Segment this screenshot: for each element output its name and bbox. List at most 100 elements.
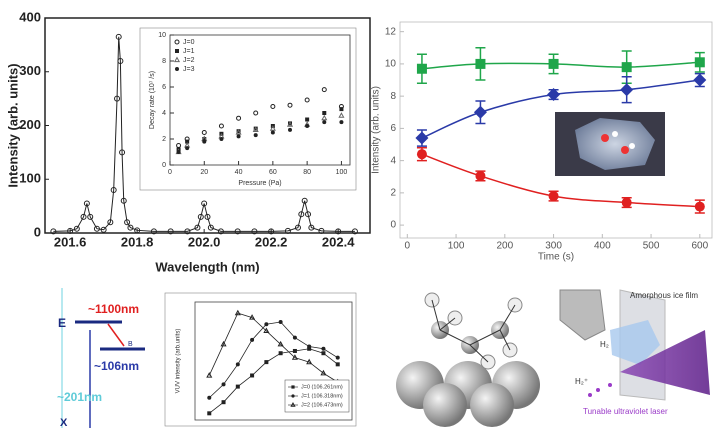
marker xyxy=(150,228,157,235)
marker xyxy=(694,201,705,212)
x-axis-label: Wavelength (nm) xyxy=(155,259,259,274)
marker xyxy=(234,228,241,235)
y-tick-label: 10 xyxy=(385,59,397,70)
level-label: B xyxy=(128,341,133,348)
plot-frame xyxy=(399,21,713,239)
marker xyxy=(278,351,283,356)
plot-frame xyxy=(194,301,353,421)
marker xyxy=(305,117,310,122)
y-axis-label: Intensity (arb. units) xyxy=(5,63,20,187)
marker xyxy=(117,58,124,64)
plot-frame xyxy=(169,34,351,166)
x-tick-label: 201.8 xyxy=(121,234,154,249)
marker xyxy=(194,224,201,231)
marker xyxy=(339,107,344,112)
x-tick-label: 60 xyxy=(269,169,277,176)
marker xyxy=(269,125,276,131)
marker xyxy=(307,344,312,349)
marker xyxy=(263,327,270,334)
marker xyxy=(277,340,284,347)
marker xyxy=(620,83,634,97)
x-tick-label: 202.4 xyxy=(322,234,355,249)
legend-label: J=2 (106.473nm) xyxy=(301,402,343,408)
x-tick-label: 200 xyxy=(496,241,513,252)
y-tick-label: 0 xyxy=(390,220,396,231)
x-tick-label: 0 xyxy=(405,241,411,252)
y-axis-label: VUV intensity (arb.units) xyxy=(176,329,182,394)
marker xyxy=(173,56,181,63)
transition-label: ~106nm xyxy=(94,359,139,373)
marker xyxy=(475,58,486,69)
marker xyxy=(204,213,211,220)
y-tick-label: 100 xyxy=(19,171,41,186)
marker xyxy=(264,360,269,365)
marker xyxy=(278,320,283,325)
marker xyxy=(201,130,207,135)
level-label: X xyxy=(60,417,68,428)
marker xyxy=(250,337,255,342)
y-tick-label: 2 xyxy=(162,136,166,143)
legend-label: J=0 xyxy=(183,39,195,46)
molecule-illustration xyxy=(396,292,540,427)
legend-label: J=2 xyxy=(183,57,195,64)
y-tick-label: 200 xyxy=(19,117,41,132)
marker xyxy=(115,33,122,40)
y-tick-label: 0 xyxy=(162,162,166,169)
marker xyxy=(473,105,487,119)
marker xyxy=(291,385,295,389)
marker xyxy=(176,150,181,154)
setup-label: H₂ xyxy=(600,340,609,349)
y-tick-label: 300 xyxy=(19,63,41,78)
marker xyxy=(252,126,259,132)
marker xyxy=(291,354,298,360)
line xyxy=(208,321,338,399)
marker xyxy=(217,228,224,235)
setup-label: Amorphous ice film xyxy=(630,291,698,300)
marker xyxy=(298,211,305,218)
marker xyxy=(284,227,291,234)
marker xyxy=(268,228,275,235)
y-axis-label: Intensity (arb. units) xyxy=(371,86,382,174)
legend-label: J=1 xyxy=(183,48,195,55)
marker xyxy=(175,49,179,53)
marker xyxy=(201,200,208,207)
marker xyxy=(270,130,275,135)
marker xyxy=(290,402,296,407)
legend-label: J=3 xyxy=(183,66,195,73)
marker xyxy=(110,187,117,193)
energy-diagram: E B X ~1100nm ~106nm ~201nm xyxy=(57,288,145,428)
marker xyxy=(207,224,214,231)
marker xyxy=(174,39,180,45)
x-tick-label: 80 xyxy=(303,169,311,176)
marker xyxy=(253,133,258,138)
marker xyxy=(320,369,327,376)
marker xyxy=(287,102,293,108)
x-tick-label: 20 xyxy=(200,169,208,176)
marker xyxy=(114,95,121,102)
marker xyxy=(253,126,258,131)
marker xyxy=(119,149,126,156)
marker xyxy=(235,384,240,389)
marker xyxy=(87,213,94,220)
marker xyxy=(318,227,325,234)
y-tick-label: 10 xyxy=(158,32,166,39)
marker xyxy=(220,340,227,347)
marker xyxy=(221,400,226,405)
marker xyxy=(206,372,213,378)
y-tick-label: 2 xyxy=(390,188,396,199)
marker xyxy=(235,129,242,135)
y-tick-label: 8 xyxy=(162,58,166,65)
marker xyxy=(50,228,57,235)
marker xyxy=(270,104,276,109)
chart-panel xyxy=(139,27,357,191)
y-tick-label: 400 xyxy=(19,9,41,24)
marker xyxy=(221,382,226,387)
x-tick-label: 40 xyxy=(235,169,243,176)
level-label: E xyxy=(58,316,66,330)
marker xyxy=(167,228,174,235)
y-tick-label: 8 xyxy=(390,91,396,102)
marker xyxy=(175,67,179,71)
marker xyxy=(124,219,131,226)
line xyxy=(208,312,338,383)
